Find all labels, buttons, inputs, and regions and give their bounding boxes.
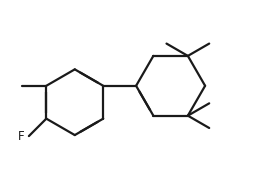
Text: F: F [18,130,25,143]
